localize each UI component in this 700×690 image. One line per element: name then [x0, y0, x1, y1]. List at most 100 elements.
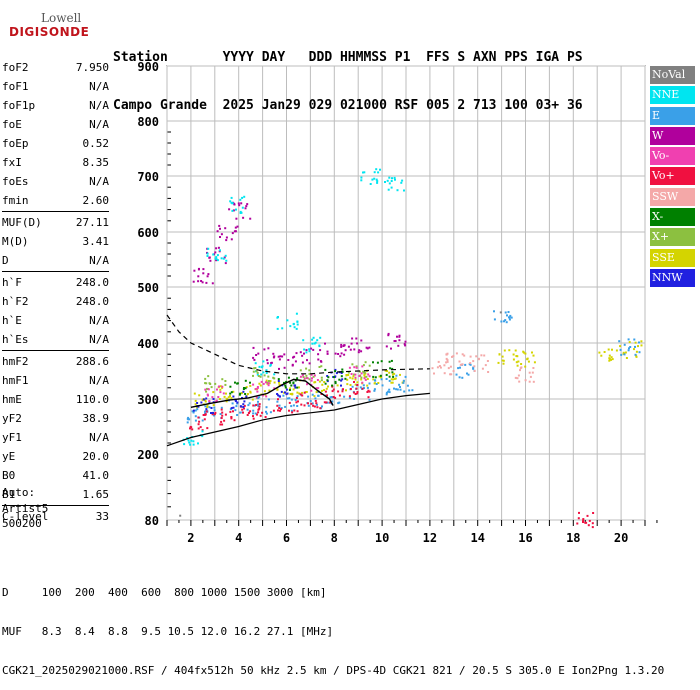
trace-point-vo	[354, 373, 357, 376]
trace-point-w	[273, 355, 276, 358]
trace-point-x	[249, 381, 251, 384]
trace-point-x	[257, 375, 260, 377]
param-separator	[2, 350, 109, 351]
trace-point-x	[302, 376, 305, 378]
trace-point-nne	[197, 442, 199, 445]
trace-point-vo	[591, 526, 594, 529]
trace-point-x	[353, 373, 356, 376]
trace-point-e	[396, 388, 399, 391]
trace-point-w	[312, 348, 315, 351]
legend-item: X-	[650, 208, 695, 227]
trace-point-sse	[256, 388, 258, 391]
trace-point-w	[235, 217, 238, 220]
legend-item: Vo+	[650, 167, 695, 186]
trace-point-sse	[318, 380, 321, 383]
trace-point-w	[393, 340, 396, 342]
trace-point-w	[293, 355, 296, 358]
trace-point-vo	[255, 396, 258, 399]
trace-point-w	[234, 230, 237, 233]
trace-point-x	[390, 359, 393, 362]
trace-point-e	[459, 366, 461, 369]
trace-point-w	[397, 344, 400, 347]
trace-point-vo	[197, 427, 200, 430]
trace-point-e	[248, 402, 251, 405]
trace-point-vo	[203, 418, 206, 421]
trace-point-vo	[310, 373, 313, 376]
trace-point-e	[337, 402, 340, 405]
trace-point-e	[317, 394, 320, 397]
trace-point-w	[358, 349, 361, 352]
trace-point-sse	[390, 381, 393, 384]
trace-point-w	[398, 335, 401, 338]
trace-point-ssw	[433, 372, 435, 375]
trace-point-e	[278, 404, 281, 407]
trace-point-vo	[256, 387, 259, 390]
trace-point-vo	[342, 388, 344, 391]
trace-point-vo	[277, 398, 279, 401]
trace-point-w	[357, 351, 360, 354]
trace-point-x	[289, 381, 292, 384]
trace-point-vo	[189, 427, 191, 430]
trace-point-w	[193, 269, 196, 272]
trace-point-x	[360, 376, 363, 379]
trace-point-vo	[198, 420, 201, 423]
trace-point-vo	[276, 404, 279, 407]
trace-point-sse	[354, 383, 357, 386]
trace-point-e	[234, 409, 237, 412]
trace-point-x	[388, 360, 391, 363]
trace-point-x	[392, 375, 395, 378]
trace-point-vo	[252, 404, 255, 407]
trace-point-vo	[356, 392, 359, 395]
trace-point-nne	[230, 196, 233, 199]
y-tick-label: 400	[137, 337, 159, 351]
trace-point-sse	[619, 345, 622, 348]
trace-point-w	[277, 355, 280, 358]
trace-point-vo	[306, 383, 308, 386]
trace-point-e	[638, 351, 641, 354]
trace-point-vo	[295, 396, 298, 399]
trace-point-x	[341, 370, 344, 373]
trace-point-sse	[502, 362, 505, 365]
trace-point-e	[187, 418, 190, 421]
x-tick-label: 8	[331, 531, 338, 545]
trace-point-sse	[391, 381, 394, 384]
trace-point-vo	[303, 377, 306, 380]
trace-point-nne	[243, 195, 246, 198]
y-tick-label: 600	[137, 226, 159, 240]
trace-point-x	[204, 377, 207, 380]
trace-point-x	[320, 376, 323, 379]
trace-point-vo	[220, 420, 223, 423]
trace-point-sse	[219, 388, 222, 391]
trace-point-ssw	[447, 367, 450, 370]
trace-point-nne	[241, 206, 244, 209]
trace-point-e	[508, 318, 511, 321]
trace-point-vo	[591, 522, 594, 525]
trace-point-w	[219, 236, 221, 238]
param-row: h`F2 248.0	[2, 292, 109, 311]
trace-point-sse	[230, 397, 233, 400]
trace-point-sse	[313, 395, 316, 398]
trace-point-x	[324, 382, 327, 385]
trace-point-vo	[258, 405, 261, 408]
trace-point-sse	[240, 392, 243, 395]
trace-point-e	[393, 387, 395, 390]
trace-point-w	[242, 216, 245, 219]
trace-point-sse	[352, 375, 355, 378]
trace-point-w	[403, 343, 406, 346]
trace-point-w	[255, 354, 258, 356]
trace-point-w	[385, 345, 388, 348]
trace-point-vo	[331, 385, 334, 388]
trace-point-x	[252, 374, 254, 377]
trace-point-w	[390, 347, 392, 350]
trace-point-sse	[392, 378, 394, 381]
trace-point-sse	[516, 364, 519, 367]
station-header: Station YYYY DAY DDD HHMMSS P1 FFS S AXN…	[113, 18, 583, 130]
trace-point-sse	[515, 361, 518, 364]
trace-point-vo	[341, 390, 344, 393]
trace-point-sse	[223, 395, 226, 398]
trace-point-w	[272, 352, 275, 355]
trace-point-sse	[520, 363, 523, 365]
param-row: MUF(D) 27.11	[2, 213, 109, 232]
trace-point-sse	[524, 352, 527, 355]
trace-point-x	[259, 375, 262, 378]
